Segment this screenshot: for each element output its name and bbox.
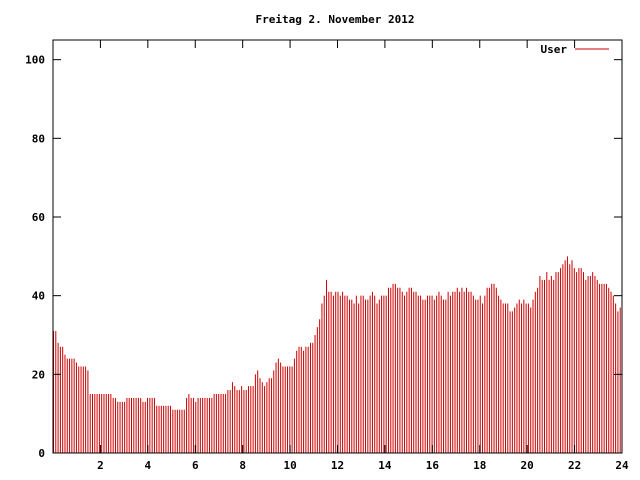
legend: User	[541, 43, 609, 56]
x-tick-label: 6	[192, 459, 199, 472]
x-tick-label: 12	[331, 459, 344, 472]
bar-group	[53, 256, 621, 453]
y-tick-label: 80	[32, 132, 45, 145]
x-tick-label: 2	[97, 459, 104, 472]
x-tick-label: 24	[615, 459, 629, 472]
x-tick-label: 20	[521, 459, 534, 472]
y-tick-label: 60	[32, 211, 45, 224]
x-tick-label: 4	[145, 459, 152, 472]
x-tick-label: 18	[473, 459, 486, 472]
y-tick-label: 0	[38, 447, 45, 460]
legend-label-user: User	[541, 43, 568, 56]
y-tick-label: 40	[32, 290, 45, 303]
x-tick-label: 8	[239, 459, 246, 472]
x-tick-label: 14	[378, 459, 392, 472]
y-tick-label: 100	[25, 54, 45, 67]
x-tick-label: 10	[283, 459, 296, 472]
x-tick-label: 22	[568, 459, 581, 472]
x-tick-label: 16	[426, 459, 440, 472]
chart-title: Freitag 2. November 2012	[256, 13, 415, 26]
y-tick-label: 20	[32, 368, 45, 381]
